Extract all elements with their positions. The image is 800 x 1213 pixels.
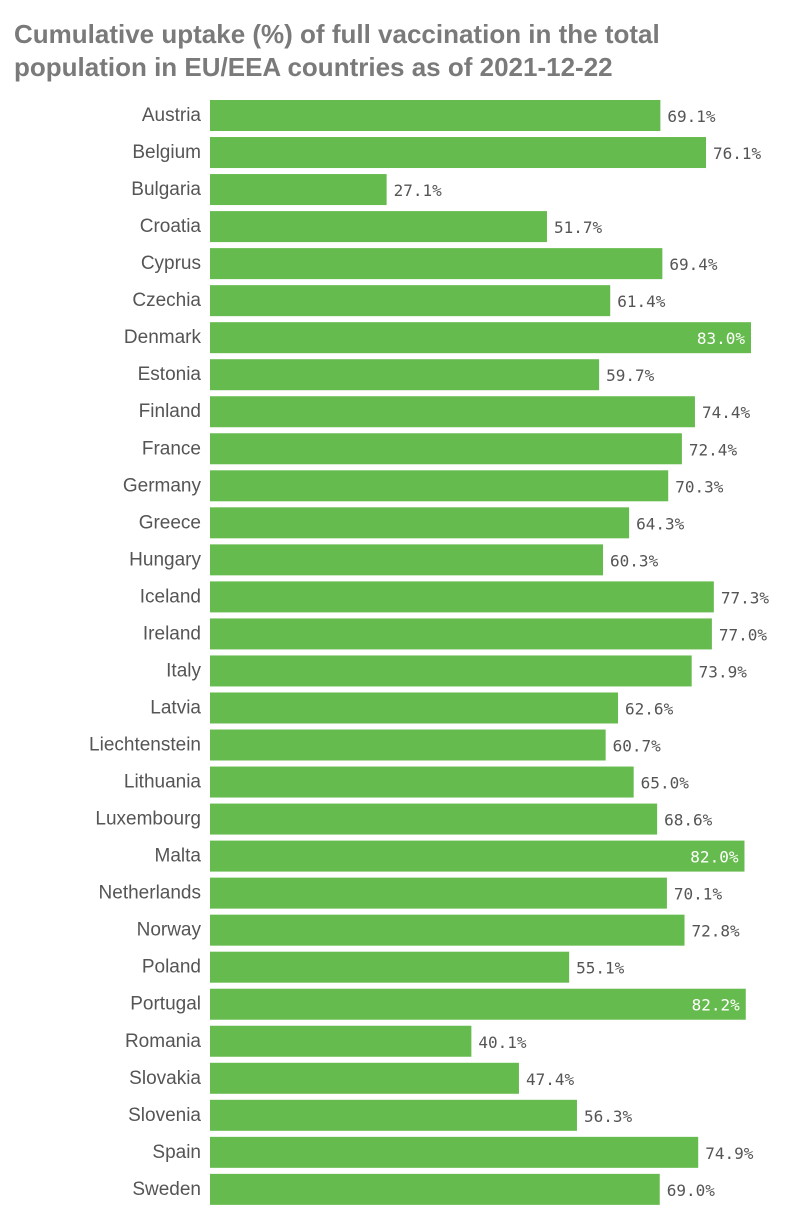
- category-label: Romania: [125, 1031, 201, 1052]
- category-label: Norway: [137, 920, 202, 941]
- bar: [210, 507, 630, 539]
- value-label: 69.0%: [667, 1181, 716, 1200]
- value-label: 62.6%: [625, 699, 674, 718]
- bar: [210, 692, 619, 724]
- value-label: 59.7%: [606, 366, 655, 385]
- value-label: 74.4%: [702, 403, 751, 422]
- value-label: 70.1%: [674, 885, 723, 904]
- bar: [210, 1025, 472, 1057]
- bar: [210, 766, 634, 798]
- category-label: Croatia: [140, 216, 202, 237]
- category-label: Czechia: [132, 290, 201, 311]
- bar: [210, 248, 663, 280]
- bar: [210, 1173, 660, 1205]
- bar: [210, 803, 658, 835]
- bar: [210, 877, 667, 909]
- bar: [210, 359, 600, 391]
- value-label: 27.1%: [394, 181, 443, 200]
- category-label: Slovakia: [129, 1068, 201, 1089]
- category-label: Portugal: [130, 994, 201, 1015]
- value-label: 76.1%: [713, 144, 762, 163]
- category-label: Germany: [123, 475, 202, 496]
- bar: [210, 618, 712, 650]
- value-label: 56.3%: [584, 1107, 633, 1126]
- bar: [210, 988, 746, 1020]
- category-label: Malta: [155, 846, 202, 867]
- category-label: Bulgaria: [131, 179, 201, 200]
- category-label: Austria: [142, 105, 202, 126]
- value-label: 60.3%: [610, 551, 659, 570]
- bar: [210, 544, 604, 576]
- category-label: Hungary: [129, 549, 201, 570]
- category-label: Netherlands: [99, 883, 201, 904]
- bar: [210, 396, 695, 428]
- category-label: Slovenia: [128, 1105, 201, 1126]
- value-label: 69.4%: [669, 255, 718, 274]
- value-label: 72.8%: [692, 922, 741, 941]
- value-label: 60.7%: [613, 737, 662, 756]
- value-label: 82.2%: [692, 996, 741, 1015]
- value-label: 82.0%: [690, 848, 739, 867]
- bar: [210, 840, 745, 872]
- bar: [210, 211, 547, 243]
- bar: [210, 174, 387, 206]
- value-label: 40.1%: [478, 1033, 527, 1052]
- chart-title: Cumulative uptake (%) of full vaccinatio…: [14, 19, 660, 82]
- category-label: Belgium: [132, 142, 201, 163]
- category-label: France: [142, 438, 201, 459]
- bar: [210, 137, 707, 169]
- category-label: Greece: [139, 512, 201, 533]
- value-label: 77.3%: [721, 588, 770, 607]
- value-label: 74.9%: [705, 1144, 754, 1163]
- category-label: Denmark: [124, 327, 202, 348]
- category-label: Sweden: [132, 1179, 201, 1200]
- bar: [210, 1136, 699, 1168]
- category-label: Finland: [139, 401, 201, 422]
- value-label: 68.6%: [664, 811, 713, 830]
- bar: [210, 729, 606, 761]
- bar: [210, 655, 692, 687]
- value-label: 73.9%: [699, 662, 748, 681]
- category-label: Lithuania: [124, 772, 202, 793]
- bar: [210, 433, 682, 465]
- value-label: 55.1%: [576, 959, 625, 978]
- category-label: Estonia: [138, 364, 202, 385]
- category-label: Poland: [142, 957, 201, 978]
- bar: [210, 1062, 519, 1094]
- category-label: Luxembourg: [95, 809, 201, 830]
- category-label: Cyprus: [141, 253, 201, 274]
- category-label: Liechtenstein: [89, 735, 201, 756]
- value-label: 47.4%: [526, 1070, 575, 1089]
- value-label: 69.1%: [667, 107, 716, 126]
- value-label: 77.0%: [719, 625, 768, 644]
- value-label: 83.0%: [697, 329, 746, 348]
- bar: [210, 470, 669, 502]
- bar: [210, 100, 661, 131]
- category-label: Latvia: [150, 697, 201, 718]
- category-label: Iceland: [140, 586, 201, 607]
- bar: [210, 1099, 577, 1131]
- bar: [210, 914, 685, 946]
- bar: [210, 581, 714, 613]
- bar: [210, 285, 611, 317]
- category-label: Italy: [166, 660, 201, 681]
- value-label: 64.3%: [636, 514, 685, 533]
- category-label: Ireland: [143, 623, 201, 644]
- value-label: 51.7%: [554, 218, 603, 237]
- bar: [210, 322, 751, 354]
- bar: [210, 951, 570, 983]
- category-label: Spain: [152, 1142, 201, 1163]
- value-label: 65.0%: [641, 774, 690, 793]
- value-label: 70.3%: [675, 477, 724, 496]
- value-label: 72.4%: [689, 440, 738, 459]
- value-label: 61.4%: [617, 292, 666, 311]
